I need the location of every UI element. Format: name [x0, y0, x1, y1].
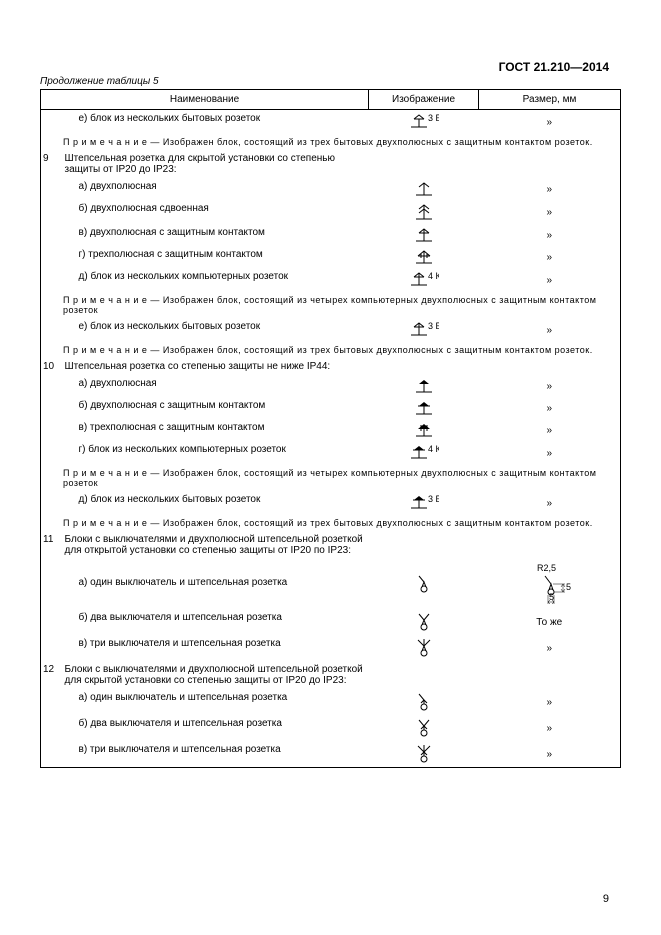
symbol	[369, 178, 479, 200]
svg-text:5: 5	[549, 592, 554, 602]
header-row: Наименование Изображение Размер, мм	[41, 90, 621, 110]
svg-text:4 К: 4 К	[428, 444, 439, 454]
row-label: в) трехполюсная с защитным контактом	[59, 419, 369, 441]
svg-text:5: 5	[566, 582, 571, 592]
row-num: 11	[41, 531, 59, 559]
symbol	[369, 224, 479, 246]
symbol	[369, 635, 479, 661]
th-name: Наименование	[41, 90, 369, 110]
dim-diagram: R2,5 5 5	[479, 559, 621, 609]
row-label: е) блок из нескольких бытовых розеток	[59, 318, 369, 342]
svg-text:3 Б: 3 Б	[428, 321, 439, 331]
symbol: 3 Б	[369, 110, 479, 135]
symbol	[369, 689, 479, 715]
row-label: а) один выключатель и штепсельная розетк…	[59, 689, 369, 715]
symbol	[369, 397, 479, 419]
row-label: в) три выключателя и штепсельная розетка	[59, 635, 369, 661]
symbol	[369, 741, 479, 768]
svg-text:4 К: 4 К	[428, 271, 439, 281]
page: ГОСТ 21.210—2014 Продолжение таблицы 5 Н…	[0, 0, 661, 935]
symbol	[369, 559, 479, 609]
row-label: д) блок из нескольких компьютерных розет…	[59, 268, 369, 292]
row-label: а) двухполюсная	[59, 375, 369, 397]
row-label: в) три выключателя и штепсельная розетка	[59, 741, 369, 768]
row-num: 12	[41, 661, 59, 689]
row-label: г) трехполюсная с защитным контактом	[59, 246, 369, 268]
row-num: 9	[41, 150, 59, 178]
table: Наименование Изображение Размер, мм е) б…	[40, 89, 621, 768]
row-label: Штепсельная розетка для скрытой установк…	[59, 150, 369, 178]
symbol	[369, 375, 479, 397]
row-label: в) двухполюсная с защитным контактом	[59, 224, 369, 246]
row-label: б) два выключателя и штепсельная розетка	[59, 609, 369, 635]
row-label: б) два выключателя и штепсельная розетка	[59, 715, 369, 741]
row-num: 10	[41, 358, 59, 375]
row-label: Блоки с выключателями и двухполюсной ште…	[59, 661, 369, 689]
row-label: а) двухполюсная	[59, 178, 369, 200]
svg-text:3 Б: 3 Б	[428, 113, 439, 123]
symbol: 4 К	[369, 441, 479, 465]
row-label: б) двухполюсная с защитным контактом	[59, 397, 369, 419]
note: П р и м е ч а н и е — Изображен блок, со…	[41, 515, 621, 531]
th-size: Размер, мм	[479, 90, 621, 110]
row-label: Блоки с выключателями и двухполюсной ште…	[59, 531, 369, 559]
th-image: Изображение	[369, 90, 479, 110]
row-label: г) блок из нескольких компьютерных розет…	[59, 441, 369, 465]
doc-code: ГОСТ 21.210—2014	[499, 60, 609, 74]
note: П р и м е ч а н и е — Изображен блок, со…	[41, 134, 621, 150]
page-number: 9	[603, 893, 609, 905]
symbol	[369, 715, 479, 741]
row-label: д) блок из нескольких бытовых розеток	[59, 491, 369, 515]
symbol: 3 Б	[369, 491, 479, 515]
symbol: 3 Б	[369, 318, 479, 342]
row-label: е) блок из нескольких бытовых розеток	[59, 110, 369, 135]
row-label: б) двухполюсная сдвоенная	[59, 200, 369, 224]
symbol	[369, 419, 479, 441]
note: П р и м е ч а н и е — Изображен блок, со…	[41, 292, 621, 318]
symbol	[369, 246, 479, 268]
symbol	[369, 609, 479, 635]
row-label: Штепсельная розетка со степенью защиты н…	[59, 358, 369, 375]
note: П р и м е ч а н и е — Изображен блок, со…	[41, 465, 621, 491]
continuation-label: Продолжение таблицы 5	[40, 76, 621, 87]
note: П р и м е ч а н и е — Изображен блок, со…	[41, 342, 621, 358]
symbol: 4 К	[369, 268, 479, 292]
svg-text:3 Б: 3 Б	[428, 494, 439, 504]
size: »	[479, 110, 621, 135]
row-label: а) один выключатель и штепсельная розетк…	[59, 559, 369, 609]
svg-text:R2,5: R2,5	[537, 563, 556, 573]
symbol	[369, 200, 479, 224]
